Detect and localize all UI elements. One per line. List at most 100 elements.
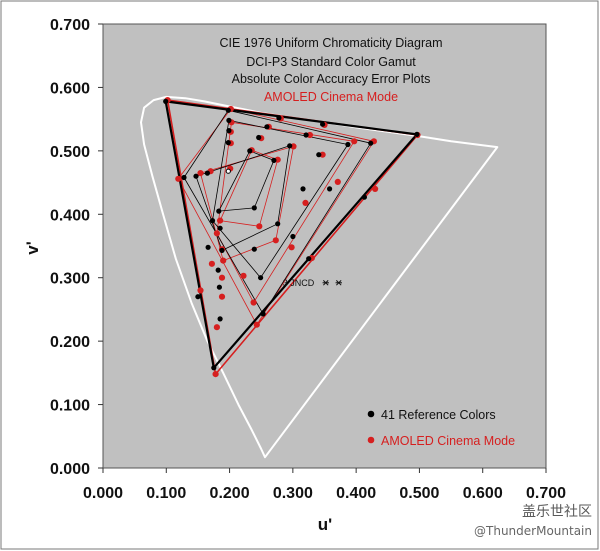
measured-point-29 (302, 199, 309, 206)
y-tick-label-4: 0.400 (50, 207, 90, 224)
reference-point-36 (225, 140, 231, 146)
y-tick-label-6: 0.600 (50, 80, 90, 97)
y-tick-label-5: 0.500 (50, 144, 90, 161)
reference-point-7 (368, 140, 374, 146)
reference-point-35 (204, 170, 210, 176)
reference-point-25 (226, 128, 232, 134)
reference-point-31 (251, 246, 257, 252)
x-tick-label-6: 0.600 (463, 485, 503, 502)
y-tick-label-7: 0.700 (50, 17, 90, 34)
measured-point-16 (306, 131, 313, 139)
measured-point-33 (220, 257, 227, 264)
reference-point-1 (163, 98, 169, 104)
reference-point-32 (216, 284, 222, 290)
jncd-label: 3 JNCD (283, 278, 315, 288)
legend-label-measured: AMOLED Cinema Mode (381, 434, 515, 448)
reference-point-24 (193, 173, 199, 179)
chart-title-line-1: CIE 1976 Uniform Chromaticity Diagram (220, 36, 443, 50)
reference-point-29 (300, 186, 306, 192)
jncd-annotation: 3 JNCD (283, 278, 342, 288)
jncd-marker-left (322, 280, 329, 286)
measured-point-11 (197, 287, 204, 294)
reference-point-10 (260, 311, 266, 317)
reference-point-33 (219, 247, 225, 253)
reference-point-12 (205, 244, 211, 250)
measured-point-18 (334, 178, 341, 185)
reference-point-38 (271, 157, 277, 163)
legend-marker-measured (367, 436, 375, 444)
reference-outline-0 (164, 100, 418, 369)
measured-point-23 (213, 230, 220, 237)
reference-point-9 (306, 256, 312, 262)
reference-point-2 (211, 365, 217, 371)
y-tick-label-3: 0.300 (50, 271, 90, 288)
measured-point-32 (218, 293, 226, 300)
measured-point-24 (197, 170, 204, 177)
x-tick-label-2: 0.200 (210, 485, 250, 502)
legend-label-reference: 41 Reference Colors (381, 408, 496, 422)
reference-point-16 (303, 132, 309, 138)
chart-title-line-3: Absolute Color Accuracy Error Plots (232, 72, 431, 86)
x-tick-label-4: 0.400 (336, 485, 376, 502)
reference-point-4 (225, 107, 231, 113)
reference-point-27 (287, 143, 293, 149)
reference-point-40 (217, 225, 223, 231)
x-tick-label-0: 0.000 (83, 485, 123, 502)
y-axis-label: v' (23, 241, 42, 255)
y-tick-label-0: 0.000 (50, 461, 90, 478)
legend: 41 Reference Colors AMOLED Cinema Mode (367, 408, 515, 448)
measured-point-10 (253, 321, 260, 328)
x-axis-label: u' (318, 515, 332, 534)
reference-point-18 (327, 186, 333, 192)
legend-marker-reference (367, 410, 375, 418)
reference-point-21 (217, 316, 223, 322)
chart-subtitle: AMOLED Cinema Mode (264, 90, 398, 104)
y-tick-label-1: 0.100 (50, 398, 90, 415)
reference-point-19 (290, 233, 296, 240)
reference-point-23 (209, 218, 216, 224)
measured-point-21 (213, 324, 220, 331)
reference-point-20 (258, 275, 264, 281)
measured-point-30 (272, 237, 279, 244)
measured-point-22 (218, 274, 226, 281)
reference-point-34 (216, 208, 222, 214)
measured-point-13 (175, 175, 182, 182)
chart-title-line-2: DCI-P3 Standard Color Gamut (246, 55, 416, 69)
x-tick-label-1: 0.100 (146, 485, 186, 502)
points-layer (163, 97, 421, 378)
watermark-site-name: 盖乐世社区 (522, 504, 592, 520)
ticks-layer: 0.000 0.100 0.200 0.300 0.400 0.500 0.600 0.700… (50, 17, 566, 502)
measured-point-28 (319, 151, 326, 158)
measured-point-12 (208, 260, 215, 267)
jncd-marker-right (335, 280, 342, 286)
measured-point-39 (256, 223, 263, 230)
reference-point-6 (320, 121, 326, 127)
reference-point-28 (316, 152, 322, 158)
reference-point-26 (256, 134, 262, 141)
reference-point-13 (181, 174, 187, 181)
reference-point-0 (414, 131, 420, 137)
measured-point-17 (351, 138, 358, 145)
measured-point-19 (288, 244, 295, 251)
reference-point-37 (247, 148, 253, 154)
measured-point-34 (217, 217, 224, 224)
measured-point-20 (250, 299, 257, 306)
reference-point-39 (251, 205, 257, 211)
reference-point-15 (264, 124, 270, 130)
x-tick-label-7: 0.700 (526, 485, 566, 502)
reference-point-5 (276, 115, 282, 121)
reference-point-14 (226, 117, 232, 123)
measured-point-2 (212, 371, 219, 378)
y-tick-label-2: 0.200 (50, 334, 90, 351)
reference-point-8 (361, 194, 367, 200)
reference-point-22 (215, 267, 221, 273)
white-point-marker (226, 169, 230, 173)
measured-point-31 (240, 272, 247, 279)
reference-point-30 (275, 221, 281, 227)
reference-point-11 (195, 294, 201, 300)
x-tick-label-5: 0.500 (399, 485, 439, 502)
reference-point-17 (345, 141, 351, 148)
x-tick-label-3: 0.300 (273, 485, 313, 502)
measured-point-8 (372, 185, 379, 192)
